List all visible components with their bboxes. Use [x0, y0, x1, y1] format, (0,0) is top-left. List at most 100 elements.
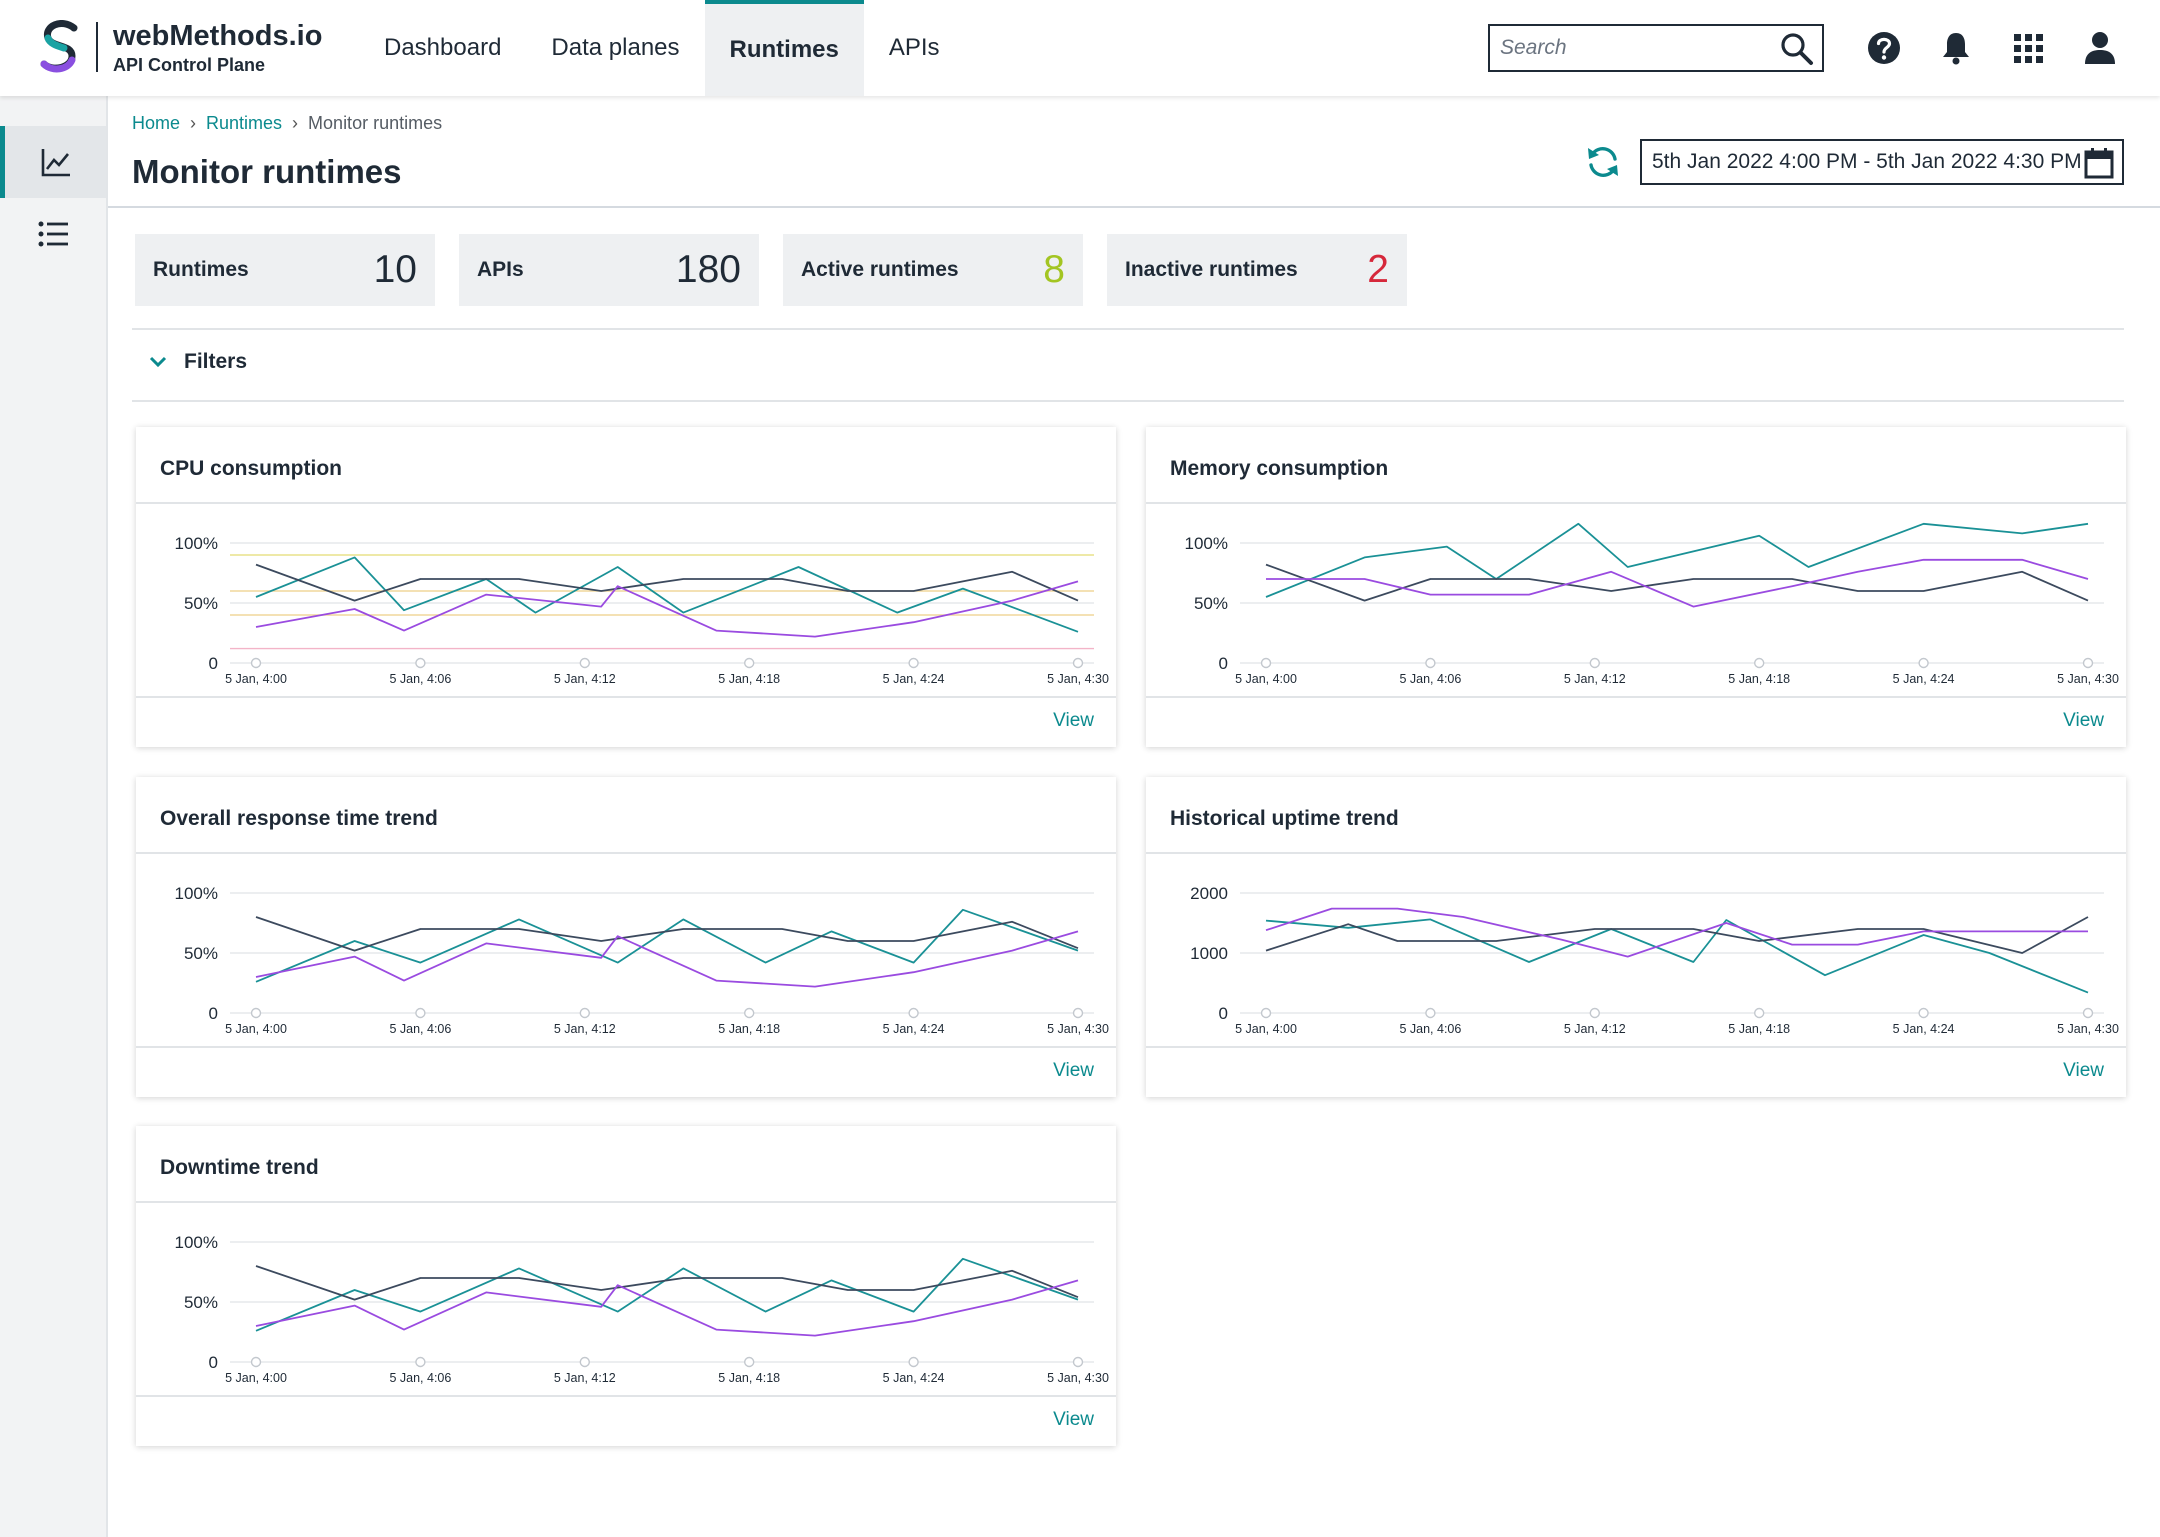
- card-divider: [136, 1046, 1116, 1048]
- series-line-runtime-2: [1265, 563, 2089, 602]
- card-divider: [136, 1201, 1116, 1203]
- stat-inactive-runtimes: Inactive runtimes 2: [1107, 234, 1407, 306]
- y-tick-label: 100%: [175, 884, 218, 903]
- x-tick-marker: [2082, 657, 2094, 669]
- user-icon[interactable]: [2080, 28, 2120, 68]
- filters-divider-top: [132, 328, 2124, 330]
- y-tick-label: 0: [209, 1353, 218, 1372]
- y-tick-label: 50%: [1194, 594, 1228, 613]
- series-line-runtime-2: [1265, 916, 2089, 954]
- series-line-runtime-1: [1265, 918, 2089, 994]
- chart-title: Memory consumption: [1170, 457, 1389, 480]
- y-tick-label: 1000: [1190, 944, 1228, 963]
- x-tick-label: 5 Jan, 4:30: [1047, 1371, 1109, 1385]
- stat-active-runtimes: Active runtimes 8: [783, 234, 1083, 306]
- app-grid-icon[interactable]: [2008, 28, 2048, 68]
- date-range-value: 5th Jan 2022 4:00 PM - 5th Jan 2022 4:30…: [1652, 150, 2082, 173]
- stat-value: 10: [373, 248, 417, 291]
- card-divider: [136, 502, 1116, 504]
- x-tick-label: 5 Jan, 4:24: [883, 1022, 945, 1036]
- filters-divider-bottom: [132, 400, 2124, 402]
- chart-card-response-time: Overall response time trend 0 50% 100% 5 Ja…: [136, 777, 1116, 1097]
- card-divider: [1146, 1046, 2126, 1048]
- refresh-icon[interactable]: [1583, 142, 1623, 182]
- x-tick-marker: [1754, 657, 1765, 669]
- x-tick-marker: [579, 1356, 590, 1368]
- x-tick-label: 5 Jan, 4:24: [1893, 672, 1955, 686]
- y-tick-label: 50%: [184, 944, 218, 963]
- line-chart-icon: [41, 149, 70, 177]
- card-divider: [136, 852, 1116, 854]
- sidebar-item-list[interactable]: [0, 198, 106, 270]
- x-tick-marker: [415, 1356, 426, 1368]
- x-tick-marker: [744, 1007, 755, 1019]
- chart-title: CPU consumption: [160, 457, 342, 480]
- y-tick-label: 0: [1219, 654, 1228, 673]
- stat-apis: APIs 180: [459, 234, 759, 306]
- x-tick-marker: [250, 1356, 262, 1368]
- filters-label: Filters: [184, 350, 248, 373]
- x-tick-marker: [579, 1007, 590, 1019]
- stat-label: APIs: [477, 258, 524, 281]
- y-tick-label: 50%: [184, 1293, 218, 1312]
- x-tick-marker: [1072, 1007, 1084, 1019]
- y-tick-label: 50%: [184, 594, 218, 613]
- view-link[interactable]: View: [1053, 1060, 1094, 1081]
- nav-apis[interactable]: APIs: [888, 34, 940, 61]
- x-tick-label: 5 Jan, 4:18: [1728, 672, 1790, 686]
- breadcrumb-home[interactable]: Home: [132, 113, 181, 133]
- x-tick-label: 5 Jan, 4:30: [2057, 1022, 2119, 1036]
- x-tick-marker: [744, 657, 755, 669]
- bell-icon[interactable]: [1936, 28, 1976, 68]
- stat-label: Runtimes: [153, 258, 249, 281]
- webmethods-logo-icon[interactable]: [38, 20, 82, 76]
- stat-runtimes: Runtimes 10: [135, 234, 435, 306]
- brand[interactable]: webMethods.io API Control Plane: [113, 20, 322, 76]
- sidebar: [0, 96, 108, 1537]
- y-tick-label: 2000: [1190, 884, 1228, 903]
- x-tick-label: 5 Jan, 4:12: [1564, 672, 1626, 686]
- list-icon: [38, 221, 68, 247]
- brand-subtitle: API Control Plane: [113, 55, 266, 75]
- breadcrumb-current: Monitor runtimes: [308, 113, 443, 133]
- view-link[interactable]: View: [2063, 1060, 2104, 1081]
- x-tick-marker: [1260, 657, 1272, 669]
- nav-runtimes[interactable]: Runtimes: [704, 0, 864, 96]
- date-range-picker[interactable]: 5th Jan 2022 4:00 PM - 5th Jan 2022 4:30…: [1640, 139, 2124, 185]
- help-icon[interactable]: [1864, 28, 1904, 68]
- chevron-down-icon: [149, 356, 167, 368]
- view-link[interactable]: View: [1053, 1409, 1094, 1430]
- nav-dashboard[interactable]: Dashboard: [384, 34, 502, 61]
- main-nav: Dashboard Data planes Runtimes APIs: [359, 0, 965, 96]
- x-tick-marker: [250, 657, 262, 669]
- search-input[interactable]: [1490, 36, 1770, 60]
- view-link[interactable]: View: [2063, 710, 2104, 731]
- series-line-runtime-3: [255, 580, 1079, 638]
- sidebar-item-monitor[interactable]: [0, 126, 106, 198]
- nav-data-planes[interactable]: Data planes: [551, 34, 680, 61]
- stat-label: Inactive runtimes: [1125, 258, 1298, 281]
- x-tick-label: 5 Jan, 4:18: [718, 1022, 780, 1036]
- x-tick-label: 5 Jan, 4:18: [1728, 1022, 1790, 1036]
- x-tick-marker: [579, 657, 590, 669]
- breadcrumb-runtimes[interactable]: Runtimes: [206, 113, 283, 133]
- series-line-runtime-1: [255, 1257, 1079, 1332]
- y-tick-label: 0: [1219, 1004, 1228, 1023]
- chevron-right-icon: ›: [292, 113, 299, 133]
- filters-toggle[interactable]: Filters: [148, 350, 247, 374]
- x-tick-marker: [1754, 1007, 1765, 1019]
- card-divider: [1146, 696, 2126, 698]
- series-line-runtime-3: [255, 930, 1079, 988]
- view-link[interactable]: View: [1053, 710, 1094, 731]
- x-tick-label: 5 Jan, 4:06: [389, 1022, 451, 1036]
- x-tick-marker: [1589, 1007, 1600, 1019]
- x-tick-label: 5 Jan, 4:12: [1564, 1022, 1626, 1036]
- calendar-icon[interactable]: [2084, 147, 2114, 179]
- series-line-runtime-1: [255, 556, 1079, 633]
- x-tick-label: 5 Jan, 4:06: [1399, 1022, 1461, 1036]
- x-tick-label: 5 Jan, 4:18: [718, 1371, 780, 1385]
- card-divider: [1146, 502, 2126, 504]
- x-tick-label: 5 Jan, 4:00: [1235, 1022, 1297, 1036]
- x-tick-marker: [1589, 657, 1600, 669]
- search-icon[interactable]: [1780, 32, 1814, 66]
